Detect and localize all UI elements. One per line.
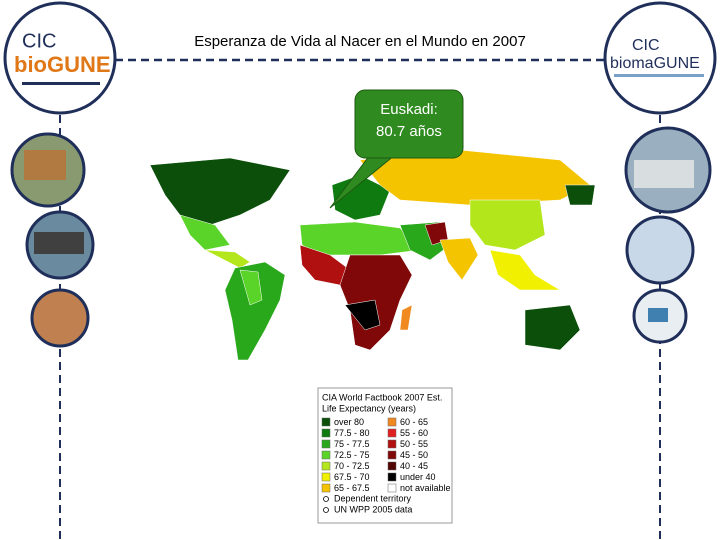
legend-box [317, 387, 453, 524]
legend-note: Dependent territory [334, 493, 412, 503]
legend-label: 60 - 65 [400, 417, 428, 427]
legend-swatch [321, 417, 331, 427]
logo-text: CIC [632, 37, 660, 54]
legend-swatch [321, 483, 331, 493]
legend-title: CIA World Factbook 2007 Est. [322, 392, 442, 402]
logo-circle [3, 1, 117, 115]
legend-swatch [321, 439, 331, 449]
legend-subtitle: Life Expectancy (years) [322, 403, 416, 413]
legend-swatch [387, 472, 397, 482]
photo [10, 126, 712, 348]
legend-label: 72.5 - 75 [334, 450, 370, 460]
legend-label: 67.5 - 70 [334, 472, 370, 482]
legend-label: 45 - 50 [400, 450, 428, 460]
legend-label: 40 - 45 [400, 461, 428, 471]
legend-note-marker [323, 496, 329, 502]
legend-label: 77.5 - 80 [334, 428, 370, 438]
legend-note: UN WPP 2005 data [334, 504, 412, 514]
legend-swatch [387, 428, 397, 438]
legend-label: 75 - 77.5 [334, 439, 370, 449]
logo-decoration [614, 74, 704, 77]
title: Esperanza de Vida al Nacer en el Mundo e… [194, 33, 526, 50]
legend-swatch [387, 450, 397, 460]
logo-text: bioGUNE [14, 52, 111, 77]
legend-label: under 40 [400, 472, 436, 482]
legend-swatch [387, 417, 397, 427]
legend-swatch [387, 439, 397, 449]
legend-swatch [387, 461, 397, 471]
logo-circle [603, 1, 717, 115]
legend-label: over 80 [334, 417, 364, 427]
legend-swatch [321, 472, 331, 482]
world-map [149, 149, 596, 361]
callout-text: 80.7 años [376, 123, 442, 140]
callout-box [354, 89, 464, 159]
legend-label: 55 - 60 [400, 428, 428, 438]
legend-swatch [321, 461, 331, 471]
logo-text: CIC [22, 30, 56, 52]
legend-swatch [321, 428, 331, 438]
callout-text: Euskadi: [380, 101, 438, 118]
logo-text: biomaGUNE [610, 55, 700, 72]
legend-label: not available [400, 483, 451, 493]
legend-swatch [321, 450, 331, 460]
logo-decoration [22, 82, 100, 85]
legend-label: 65 - 67.5 [334, 483, 370, 493]
legend-label: 50 - 55 [400, 439, 428, 449]
legend-label: 70 - 72.5 [334, 461, 370, 471]
legend-swatch [387, 483, 397, 493]
legend-note-marker [323, 507, 329, 513]
